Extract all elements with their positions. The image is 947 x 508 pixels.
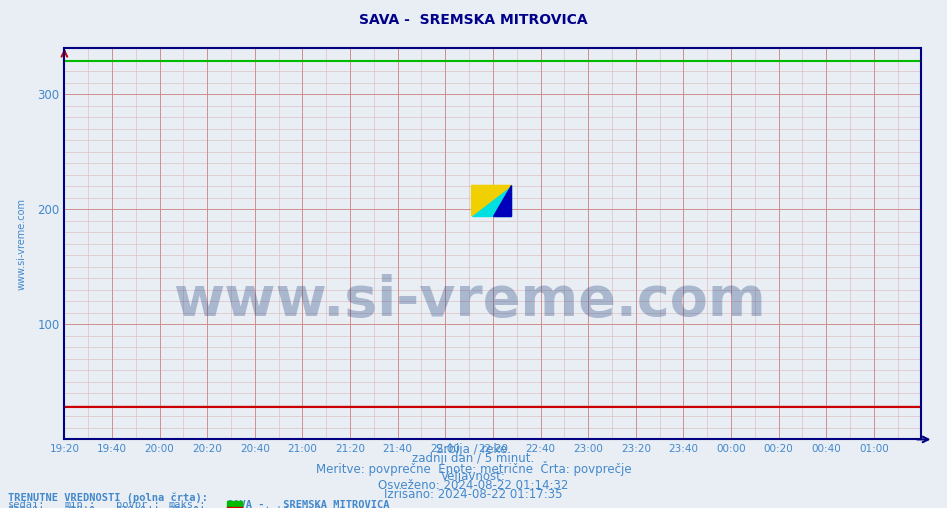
Text: 329,0: 329,0 (116, 506, 147, 508)
Text: TRENUTNE VREDNOSTI (polna črta):: TRENUTNE VREDNOSTI (polna črta): (8, 493, 207, 503)
Text: povpr.:: povpr.: (116, 500, 159, 508)
Text: 329,0: 329,0 (64, 506, 96, 508)
Text: Veljavnost:: Veljavnost: (441, 470, 506, 484)
Text: www.si-vreme.com: www.si-vreme.com (172, 274, 765, 328)
Text: Meritve: povprečne  Enote: metrične  Črta: povprečje: Meritve: povprečne Enote: metrične Črta:… (315, 461, 632, 477)
Text: www.si-vreme.com: www.si-vreme.com (16, 198, 27, 290)
Text: SAVA -  SREMSKA MITROVICA: SAVA - SREMSKA MITROVICA (359, 13, 588, 27)
Text: Osveženo: 2024-08-22 01:14:32: Osveženo: 2024-08-22 01:14:32 (378, 479, 569, 492)
Text: min.:: min.: (64, 500, 96, 508)
Text: 329,0: 329,0 (8, 506, 39, 508)
Text: sedaj:: sedaj: (8, 500, 45, 508)
Text: Izrisano: 2024-08-22 01:17:35: Izrisano: 2024-08-22 01:17:35 (384, 488, 563, 501)
Text: Srbija / reke.: Srbija / reke. (436, 443, 511, 456)
Text: 329,0: 329,0 (169, 506, 200, 508)
Text: pretok[m3/s]: pretok[m3/s] (246, 506, 321, 508)
Text: maks.:: maks.: (169, 500, 206, 508)
Text: zadnji dan / 5 minut.: zadnji dan / 5 minut. (412, 452, 535, 465)
Text: SAVA -   SREMSKA MITROVICA: SAVA - SREMSKA MITROVICA (227, 500, 390, 508)
